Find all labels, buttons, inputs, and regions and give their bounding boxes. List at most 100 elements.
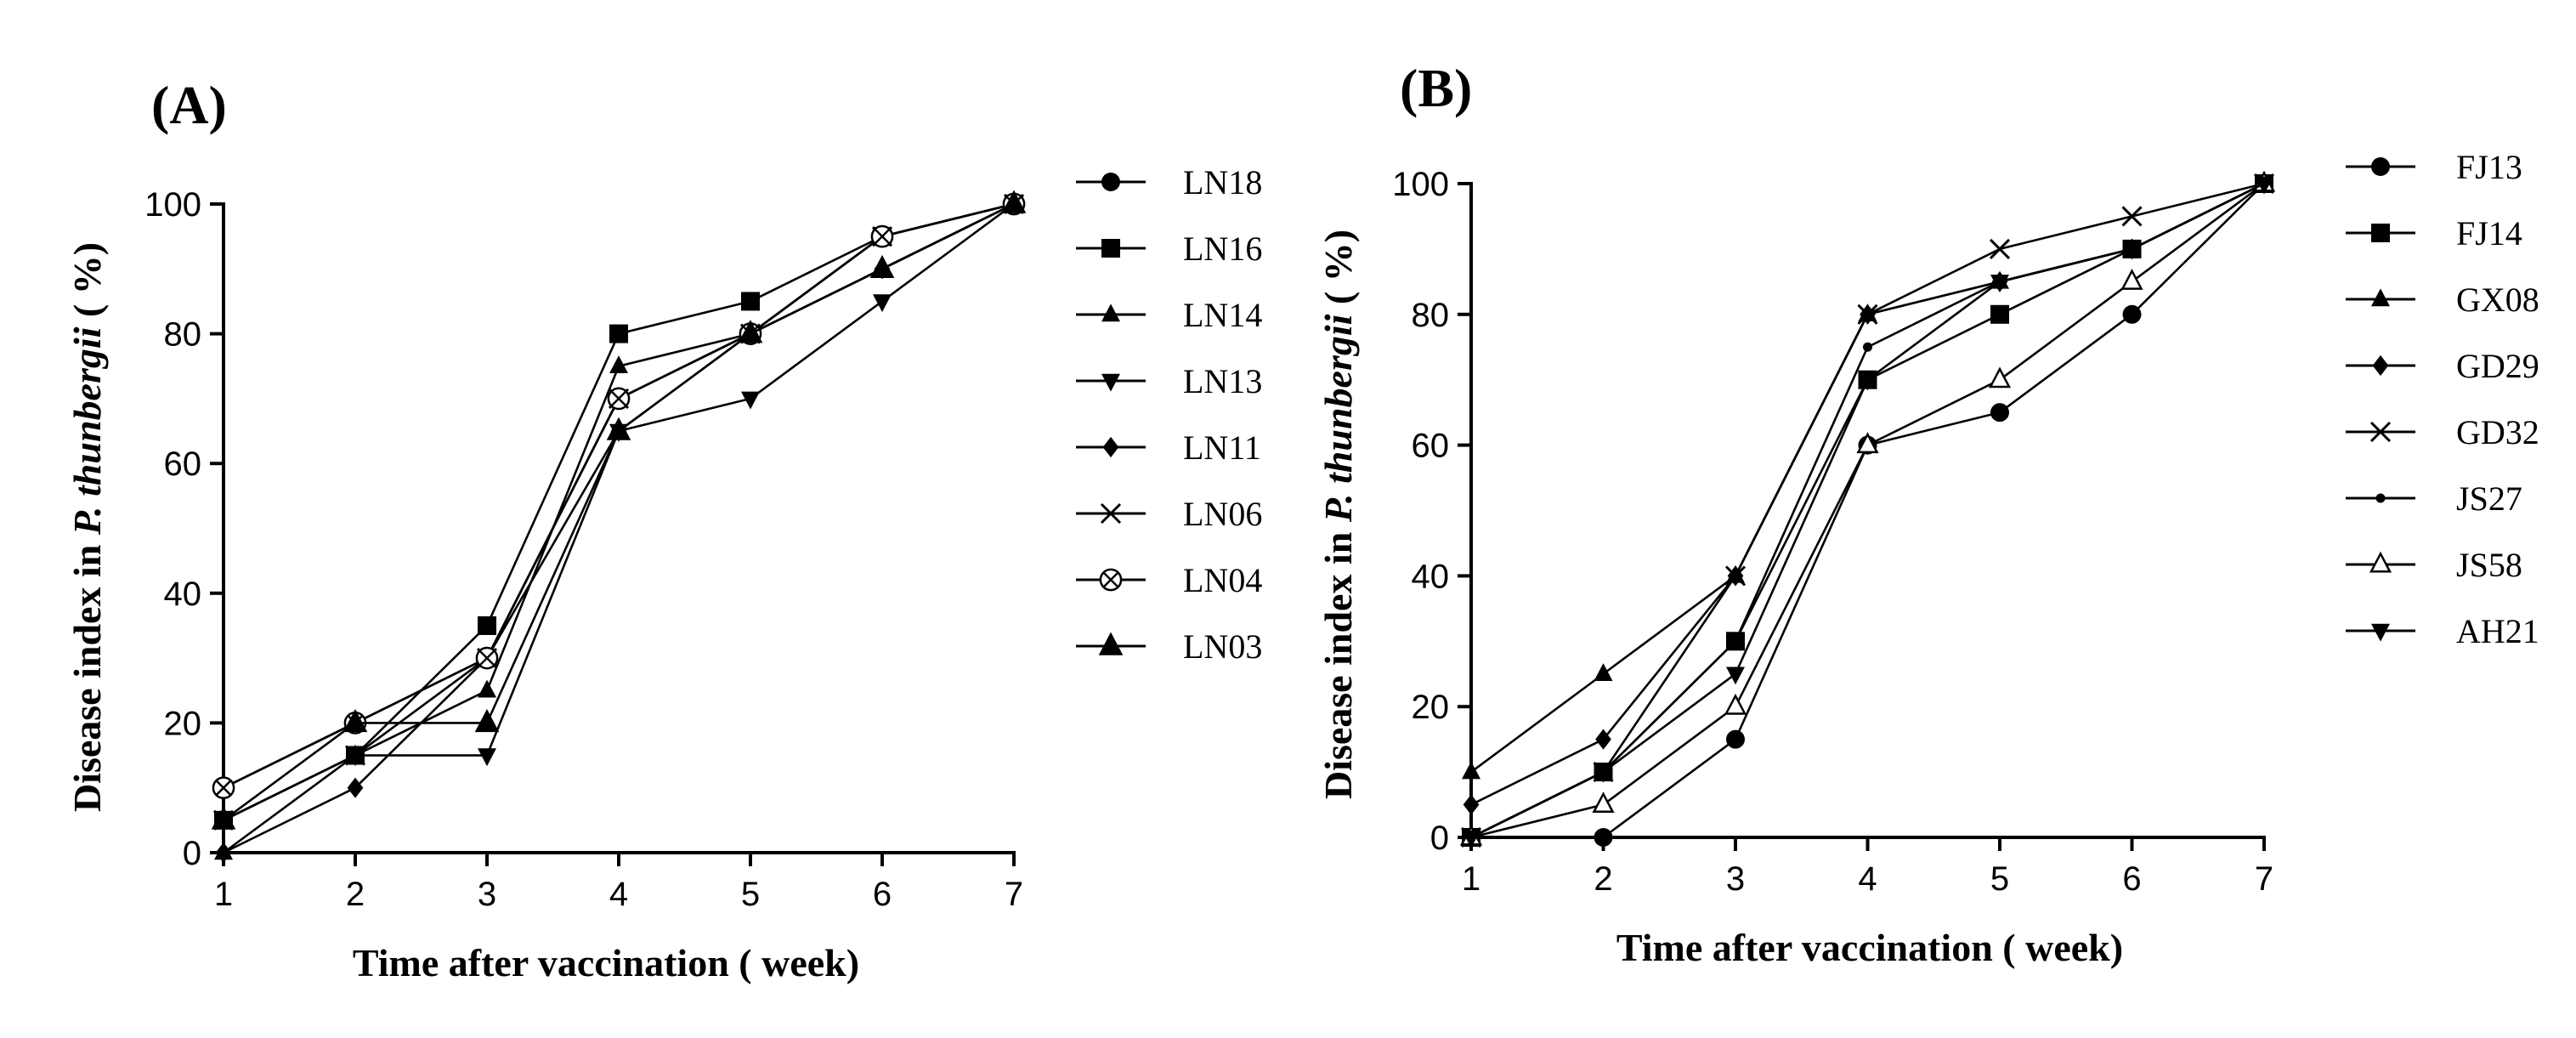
legend-label: FJ14: [2456, 214, 2522, 252]
legend-label: JS27: [2456, 479, 2522, 518]
data-point: [1988, 366, 2012, 389]
legend-label: LN06: [1183, 495, 1262, 533]
series-JS58: [1459, 170, 2276, 846]
data-point: [607, 387, 631, 411]
legend-marker: [2369, 421, 2392, 443]
data-point: [347, 777, 364, 798]
legend-item: GD32: [2346, 413, 2539, 451]
x-tick-label: 4: [1858, 860, 1877, 898]
data-point: [870, 224, 894, 248]
data-point: [2255, 176, 2273, 195]
data-point: [738, 320, 763, 343]
x-tick-label: 3: [1726, 860, 1745, 898]
legend-label: LN04: [1183, 561, 1262, 599]
legend-marker: [2371, 288, 2390, 307]
data-point: [344, 745, 366, 766]
y-axis-title: Disease index in P. thunbergii ( %): [65, 242, 109, 812]
data-point: [474, 708, 500, 733]
series-line: [223, 202, 1015, 821]
data-point: [1595, 729, 1611, 750]
data-point: [1989, 238, 2011, 259]
legend-marker: [1102, 436, 1119, 458]
data-point: [1463, 794, 1480, 815]
data-point: [2122, 304, 2142, 324]
series-LN18: [214, 195, 1023, 797]
panel-label: (B): [1400, 58, 1472, 118]
x-tick-label: 7: [2255, 860, 2273, 898]
y-tick-label: 60: [164, 445, 202, 483]
series-FJ13: [1462, 174, 2273, 847]
y-tick-label: 40: [164, 576, 202, 613]
x-tick-label: 1: [214, 876, 233, 913]
data-point: [478, 748, 496, 767]
legend-label: LN11: [1183, 428, 1261, 467]
series-line: [1470, 182, 2265, 839]
series-line: [1470, 182, 2265, 839]
y-tick-label: 40: [1412, 558, 1450, 595]
panel-a: (A) 0 20 40 60 80 100 1 2 3 4 5 6 7 Time after vaccina…: [65, 75, 1262, 984]
data-point: [1990, 275, 2009, 292]
legend-marker: [1101, 303, 1120, 322]
legend-label: LN14: [1183, 296, 1262, 334]
y-tick-label: 60: [1412, 428, 1450, 465]
data-point: [1730, 636, 1741, 646]
data-point: [609, 355, 628, 373]
legend-item: LN18: [1076, 163, 1262, 201]
data-point: [1594, 764, 1613, 783]
legend-item: LN03: [1076, 627, 1262, 666]
x-tick-label: 6: [873, 876, 892, 913]
series-line: [1471, 183, 2265, 839]
legend-marker: [1101, 373, 1120, 392]
y-tick-label: 20: [1412, 689, 1450, 726]
y-tick-label: 0: [183, 835, 201, 872]
data-point: [1990, 403, 2009, 423]
data-point: [475, 646, 499, 670]
x-tick-label: 2: [1594, 860, 1612, 898]
series-FJ14: [1462, 174, 2273, 847]
legend-marker: [2372, 355, 2389, 377]
series-line: [1470, 182, 2265, 839]
y-axis-title: Disease index in P. thunbergii ( %): [1316, 230, 1360, 799]
data-point: [1724, 693, 1747, 715]
data-point: [1594, 828, 1613, 847]
data-point: [1857, 303, 1878, 325]
data-point: [478, 615, 496, 635]
legend-label: JS58: [2456, 546, 2522, 584]
data-point: [1594, 663, 1613, 681]
data-point: [1592, 791, 1615, 814]
series-GD32: [1460, 173, 2275, 848]
x-tick-label: 3: [478, 876, 496, 913]
legend-label: LN18: [1183, 163, 1262, 201]
series-LN16: [214, 195, 1023, 830]
x-tick-label: 7: [1005, 876, 1023, 913]
data-point: [343, 708, 368, 733]
data-point: [1856, 432, 1879, 454]
panel-b: (B) 0 20 40 60 80 100 1 2 3 4 5 6 7 Time after vaccina…: [1316, 58, 2539, 969]
y-tick-label: 100: [144, 186, 201, 224]
legend-marker: [1101, 239, 1120, 258]
series-GD29: [1463, 173, 2273, 815]
series-line: [1470, 182, 2265, 839]
legend-label: GD29: [2456, 347, 2539, 385]
data-point: [2120, 269, 2143, 290]
series-LN04: [212, 192, 1026, 800]
legend-label: LN03: [1183, 627, 1262, 666]
legend-marker: [2371, 157, 2390, 176]
data-point: [1858, 372, 1877, 391]
legend-label: LN16: [1183, 230, 1262, 268]
data-point: [2121, 206, 2143, 227]
legend-item: LN14: [1076, 296, 1262, 334]
legend-item: JS27: [2346, 479, 2522, 518]
series-LN13: [214, 196, 1023, 831]
data-point: [1726, 729, 1745, 749]
legend-marker: [1099, 568, 1123, 592]
legend-label: LN13: [1183, 362, 1262, 400]
data-point: [1726, 666, 1745, 685]
legend-item: JS58: [2346, 546, 2522, 584]
x-tick-label: 6: [2122, 860, 2141, 898]
series-LN14: [214, 193, 1023, 860]
series-LN03: [211, 190, 1027, 830]
data-point: [873, 294, 892, 313]
legend-marker: [2369, 551, 2392, 573]
legend-marker: [2371, 224, 2390, 242]
